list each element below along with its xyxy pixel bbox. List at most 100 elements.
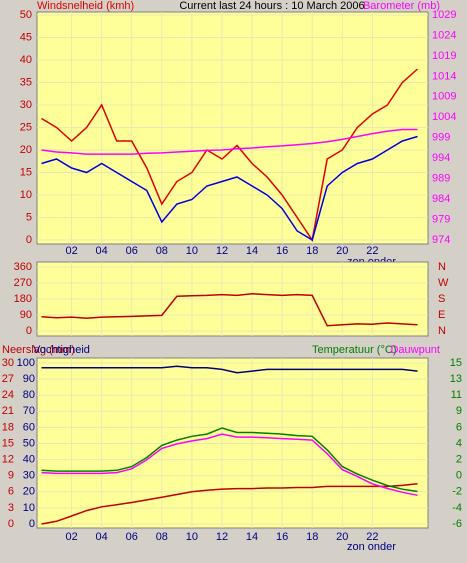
y2-tick-label: 999 [432, 132, 450, 144]
x-tick-label: 20 [336, 531, 348, 543]
y2-tick-label: 15 [450, 357, 462, 369]
y2-tick-label: 11 [451, 389, 462, 401]
x-tick-label: 02 [65, 245, 77, 257]
y2-tick-label: N [438, 261, 446, 273]
y-tick-label: 30 [23, 470, 35, 482]
x-tick-label: 18 [306, 245, 318, 257]
y-tick-label: 30 [20, 99, 32, 111]
y3-tick-label: 6 [8, 486, 14, 498]
y-tick-label: 10 [23, 502, 35, 514]
y2-tick-label: 979 [432, 213, 450, 225]
y-tick-label: 100 [17, 357, 35, 369]
x-tick-label: 08 [156, 245, 168, 257]
y-tick-label: 80 [23, 389, 35, 401]
x-tick-label: 16 [276, 245, 288, 257]
y3-tick-label: 12 [2, 454, 14, 466]
y-tick-label: 50 [23, 437, 35, 449]
y-tick-label: 5 [26, 211, 32, 223]
legend-label: Windsnelheid (kmh) [37, 0, 134, 12]
y2-tick-label: S [438, 293, 445, 305]
x-tick-label: 02 [65, 531, 77, 543]
x-tick-label: 20 [336, 245, 348, 257]
y2-tick-label: E [438, 309, 445, 321]
y-tick-label: 10 [20, 189, 32, 201]
y-tick-label: 35 [20, 76, 32, 88]
y2-tick-label: N [438, 325, 446, 337]
y2-tick-label: 1009 [432, 91, 456, 103]
y2-tick-label: 1004 [432, 111, 456, 123]
x-tick-label: 12 [216, 245, 228, 257]
y2-tick-label: 994 [432, 152, 450, 164]
x-tick-label: 14 [246, 245, 258, 257]
x-tick-label: 06 [126, 245, 138, 257]
y-tick-label: 70 [23, 405, 35, 417]
y2-tick-label: 9 [456, 405, 462, 417]
legend-label: Vochtigheid [33, 344, 90, 356]
legend-label: Barometer (mb) [363, 0, 440, 12]
series-line [41, 68, 418, 242]
x-tick-label: 22 [366, 245, 378, 257]
y3-tick-label: 3 [8, 502, 14, 514]
y3-tick-label: 9 [8, 470, 14, 482]
y3-tick-label: 21 [2, 405, 14, 417]
y3-tick-label: 30 [2, 357, 14, 369]
annotation: zon onder [347, 541, 396, 553]
x-tick-label: 12 [216, 531, 228, 543]
series-line [41, 483, 418, 525]
y2-tick-label: 2 [456, 454, 462, 466]
y2-tick-label: 989 [432, 173, 450, 185]
y-tick-label: 50 [20, 9, 32, 21]
y2-tick-label: 1019 [432, 50, 456, 62]
y-tick-label: 40 [20, 54, 32, 66]
x-tick-label: 18 [306, 531, 318, 543]
legend-label: Dauwpunt [390, 344, 440, 356]
y-tick-label: 20 [23, 486, 35, 498]
x-tick-label: 10 [186, 531, 198, 543]
chart-title: Current last 24 hours : 10 March 2006 [179, 0, 364, 12]
series-line [41, 365, 418, 374]
y-tick-label: 0 [26, 234, 32, 246]
series-line [41, 433, 418, 497]
y-tick-label: 45 [20, 31, 32, 43]
y-tick-label: 360 [14, 261, 32, 273]
legend-label: Neerslag (mm) [2, 344, 75, 356]
series-line [41, 135, 418, 242]
x-tick-label: 08 [156, 531, 168, 543]
y2-tick-label: W [438, 277, 449, 289]
y-tick-label: 20 [20, 144, 32, 156]
y3-tick-label: 18 [2, 421, 14, 433]
y2-tick-label: 984 [432, 193, 450, 205]
x-tick-label: 06 [126, 531, 138, 543]
x-tick-label: 14 [246, 531, 258, 543]
x-tick-label: 10 [186, 245, 198, 257]
series-line [41, 128, 418, 155]
y2-tick-label: 0 [456, 470, 462, 482]
y2-tick-label: 13 [450, 373, 462, 385]
y2-tick-label: 974 [432, 234, 450, 246]
x-tick-label: 22 [366, 531, 378, 543]
x-tick-label: 04 [96, 245, 108, 257]
y-tick-label: 0 [26, 325, 32, 337]
y2-tick-label: -4 [452, 502, 462, 514]
y-tick-label: 0 [29, 518, 35, 530]
y-tick-label: 180 [14, 293, 32, 305]
y-tick-label: 60 [23, 421, 35, 433]
y2-tick-label: 1029 [432, 9, 456, 21]
legend-label: Temperatuur (°C) [312, 344, 396, 356]
y-tick-label: 40 [23, 454, 35, 466]
series-line [41, 292, 418, 327]
y3-tick-label: 27 [2, 373, 14, 385]
x-tick-label: 04 [96, 531, 108, 543]
y2-tick-label: 6 [456, 421, 462, 433]
y2-tick-label: -6 [452, 518, 462, 530]
y-tick-label: 15 [20, 166, 32, 178]
y2-tick-label: 1014 [432, 70, 456, 82]
x-tick-label: 16 [276, 531, 288, 543]
y3-tick-label: 0 [8, 518, 14, 530]
series-line [41, 427, 418, 493]
y-tick-label: 270 [14, 277, 32, 289]
y-tick-label: 90 [23, 373, 35, 385]
y-tick-label: 90 [20, 309, 32, 321]
